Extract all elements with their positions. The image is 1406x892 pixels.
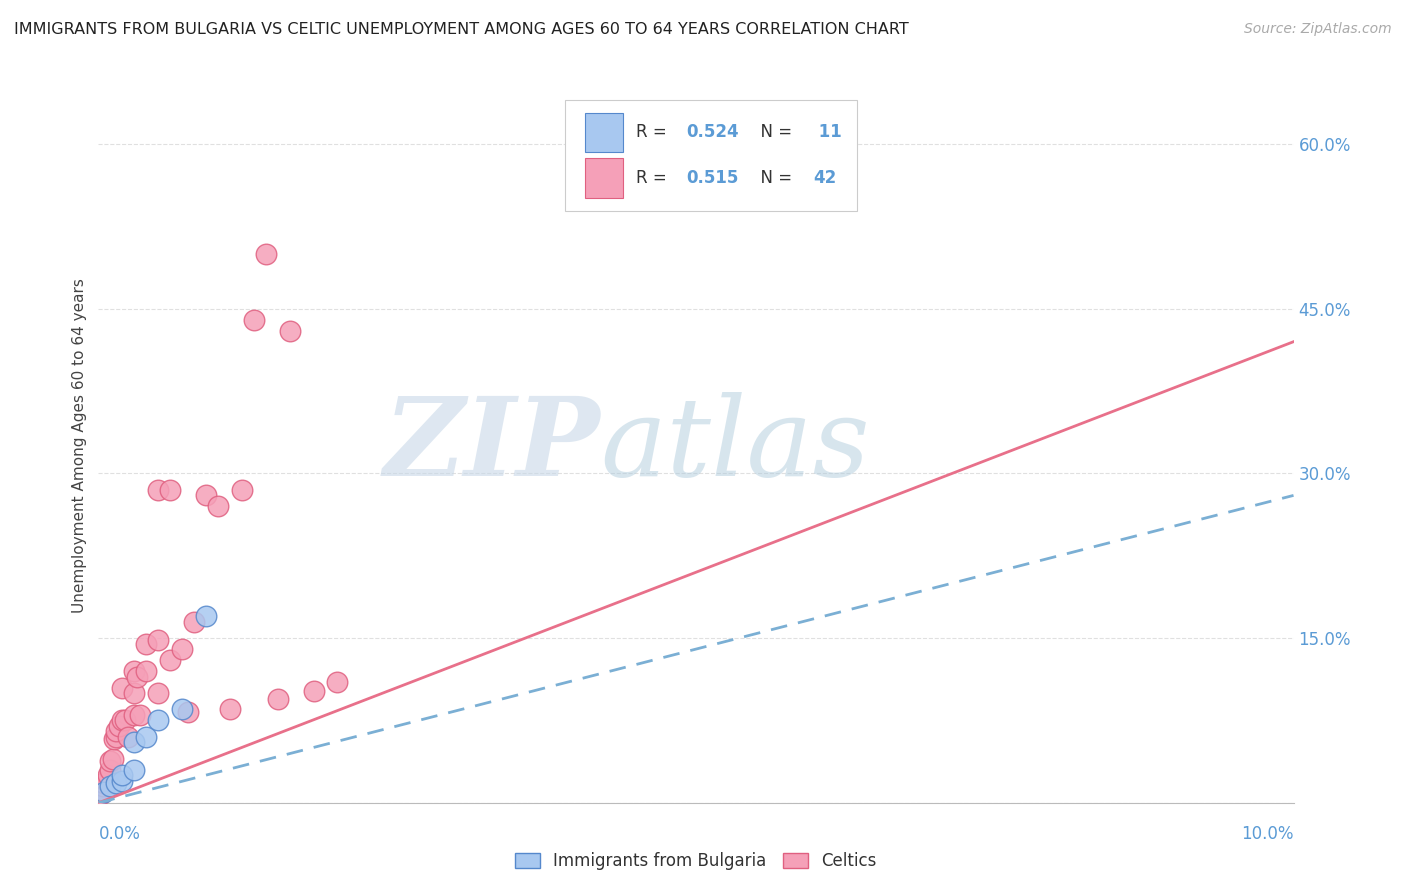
Point — [101, 752, 124, 766]
Point — [135, 664, 157, 678]
Point — [117, 730, 139, 744]
Point — [114, 714, 136, 728]
Point — [159, 483, 181, 497]
Text: IMMIGRANTS FROM BULGARIA VS CELTIC UNEMPLOYMENT AMONG AGES 60 TO 64 YEARS CORREL: IMMIGRANTS FROM BULGARIA VS CELTIC UNEMP… — [14, 22, 908, 37]
Point — [111, 714, 134, 728]
Point — [194, 488, 218, 502]
Point — [172, 642, 194, 657]
Point — [148, 483, 170, 497]
Bar — [585, 159, 623, 198]
Point — [148, 633, 170, 648]
Point — [111, 768, 134, 782]
Point — [103, 732, 125, 747]
Point — [231, 483, 253, 497]
Text: 0.515: 0.515 — [686, 169, 738, 187]
Point — [90, 787, 112, 801]
Point — [219, 702, 242, 716]
Point — [94, 773, 117, 788]
Text: R =: R = — [636, 123, 672, 142]
Point — [111, 681, 134, 695]
Point — [124, 735, 146, 749]
Point — [148, 714, 170, 728]
Point — [177, 705, 200, 719]
Point — [129, 708, 152, 723]
Point — [159, 653, 181, 667]
Text: N =: N = — [749, 123, 797, 142]
Point — [267, 691, 290, 706]
Point — [124, 763, 146, 777]
Point — [91, 780, 114, 794]
Point — [124, 708, 146, 723]
Point — [107, 719, 129, 733]
Text: Source: ZipAtlas.com: Source: ZipAtlas.com — [1244, 22, 1392, 37]
Point — [278, 324, 301, 338]
Point — [183, 615, 205, 629]
Point — [91, 782, 114, 797]
Point — [135, 637, 157, 651]
Point — [135, 730, 157, 744]
Text: atlas: atlas — [600, 392, 870, 500]
Legend: Immigrants from Bulgaria, Celtics: Immigrants from Bulgaria, Celtics — [509, 846, 883, 877]
Text: 42: 42 — [813, 169, 837, 187]
Point — [98, 780, 122, 794]
Point — [105, 730, 128, 744]
Point — [207, 500, 229, 514]
Point — [97, 768, 120, 782]
Point — [98, 754, 122, 768]
Point — [148, 686, 170, 700]
Point — [243, 312, 266, 326]
Point — [302, 683, 325, 698]
Text: 0.524: 0.524 — [686, 123, 740, 142]
Text: N =: N = — [749, 169, 797, 187]
Point — [194, 609, 218, 624]
Point — [124, 664, 146, 678]
Text: ZIP: ZIP — [384, 392, 600, 500]
Point — [98, 763, 122, 777]
Text: 10.0%: 10.0% — [1241, 825, 1294, 843]
Point — [125, 669, 148, 683]
Point — [93, 785, 115, 799]
Text: 0.0%: 0.0% — [98, 825, 141, 843]
FancyBboxPatch shape — [565, 100, 858, 211]
Point — [111, 773, 134, 788]
Point — [105, 776, 128, 790]
Point — [254, 247, 277, 261]
Y-axis label: Unemployment Among Ages 60 to 64 years: Unemployment Among Ages 60 to 64 years — [72, 278, 87, 614]
Point — [93, 776, 115, 790]
Text: R =: R = — [636, 169, 672, 187]
Point — [326, 675, 349, 690]
Point — [172, 702, 194, 716]
Bar — [585, 112, 623, 152]
Point — [105, 724, 128, 739]
Point — [124, 686, 146, 700]
Text: 11: 11 — [813, 123, 842, 142]
